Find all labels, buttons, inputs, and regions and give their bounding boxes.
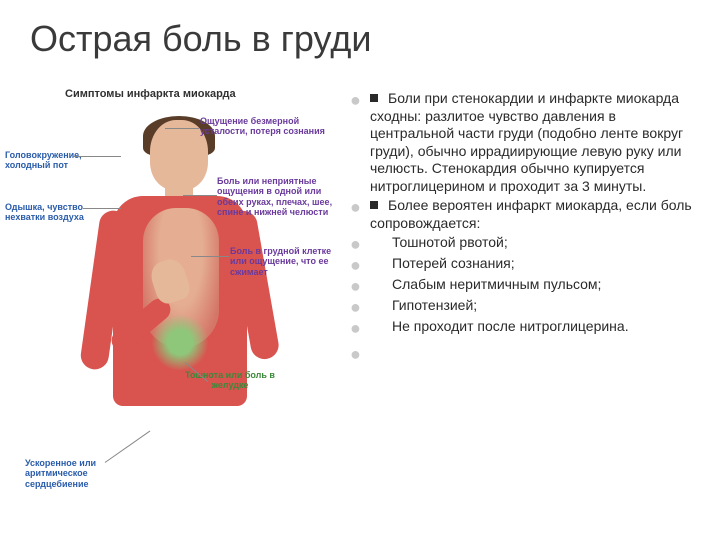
label-heartbeat: Ускоренное или аритмическое сердцебиение [25, 458, 125, 489]
disc-bullet-icon: ● [350, 276, 370, 295]
symptoms-diagram: Симптомы инфаркта миокарда Головокружени… [5, 80, 335, 520]
bullet-p2: ● Более вероятен инфаркт миокарда, если … [350, 197, 700, 232]
bullet-s2: ● Потерей сознания; [350, 255, 700, 274]
bullet-s1: ● Тошнотой рвотой; [350, 234, 700, 253]
bullet-s4: ● Гипотензией; [350, 297, 700, 316]
trailing-disc-icon: ● [350, 343, 700, 366]
bullet-p1: ● Боли при стенокардии и инфаркте миокар… [350, 90, 700, 195]
disc-bullet-icon: ● [350, 197, 370, 232]
text-content: ● Боли при стенокардии и инфаркте миокар… [350, 90, 700, 366]
label-arms: Боль или неприятные ощущения в одной или… [217, 176, 342, 217]
page-title: Острая боль в груди [30, 18, 371, 60]
s4-text: Гипотензией; [370, 297, 700, 316]
p2-text: Более вероятен инфаркт миокарда, если бо… [370, 197, 692, 231]
label-dyspnea: Одышка, чувство нехватки воздуха [5, 202, 97, 223]
p1-text: Боли при стенокардии и инфаркте миокарда… [370, 90, 683, 194]
s3-text: Слабым неритмичным пульсом; [370, 276, 700, 295]
bullet-s3: ● Слабым неритмичным пульсом; [350, 276, 700, 295]
human-figure [95, 120, 265, 480]
label-fatigue: Ощущение безмерной усталости, потеря соз… [200, 116, 330, 137]
square-bullet-icon [370, 201, 378, 209]
disc-bullet-icon: ● [350, 90, 370, 195]
label-dizziness: Головокружение, холодный пот [5, 150, 95, 171]
diagram-heading: Симптомы инфаркта миокарда [65, 88, 236, 100]
disc-bullet-icon: ● [350, 318, 370, 337]
disc-bullet-icon: ● [350, 234, 370, 253]
s2-text: Потерей сознания; [370, 255, 700, 274]
label-chest: Боль в грудной клетке или ощущение, что … [230, 246, 345, 277]
s5-text: Не проходит после нитроглицерина. [370, 318, 700, 337]
disc-bullet-icon: ● [350, 255, 370, 274]
bullet-s5: ● Не проходит после нитроглицерина. [350, 318, 700, 337]
square-bullet-icon [370, 94, 378, 102]
s1-text: Тошнотой рвотой; [370, 234, 700, 253]
disc-bullet-icon: ● [350, 297, 370, 316]
